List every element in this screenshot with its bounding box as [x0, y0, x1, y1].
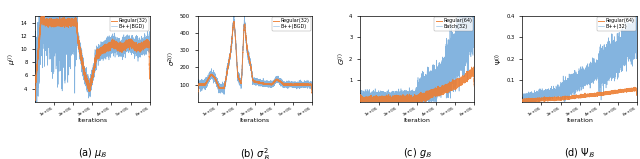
- Regular(64): [631, 86, 639, 88]
- Regular(64): [362, 100, 370, 102]
- B++(BGD): [236, 79, 243, 81]
- Regular(64): [518, 100, 526, 102]
- B++(BGD): [200, 85, 207, 87]
- B++(32): [604, 67, 611, 69]
- Regular(64): [429, 90, 436, 92]
- B++(32): [633, 27, 640, 29]
- B++(BGD): [285, 82, 292, 84]
- Regular(32): [122, 43, 130, 45]
- Line: Regular(64): Regular(64): [360, 67, 474, 102]
- Text: (a) $\mu_{\mathcal{B}}$: (a) $\mu_{\mathcal{B}}$: [77, 146, 108, 159]
- B++(BGD): [31, 91, 39, 93]
- Text: (d) $\Psi_{\mathcal{B}}$: (d) $\Psi_{\mathcal{B}}$: [564, 146, 595, 159]
- Regular(32): [278, 83, 286, 84]
- Regular(32): [194, 93, 202, 94]
- Regular(64): [441, 88, 449, 90]
- Regular(32): [116, 48, 124, 50]
- Text: (c) $g_{\mathcal{B}}$: (c) $g_{\mathcal{B}}$: [403, 146, 432, 159]
- X-axis label: Iteration: Iteration: [404, 118, 431, 123]
- Batch(32): [441, 61, 449, 63]
- Regular(32): [146, 78, 154, 80]
- Regular(64): [356, 101, 364, 103]
- Batch(32): [429, 89, 436, 91]
- B++(BGD): [230, 14, 237, 16]
- Legend: Regular(64), B++(32): Regular(64), B++(32): [596, 17, 636, 31]
- Regular(32): [230, 21, 237, 22]
- Regular(64): [424, 93, 431, 95]
- Regular(32): [200, 84, 207, 86]
- Regular(32): [285, 84, 292, 86]
- X-axis label: Iterations: Iterations: [240, 118, 270, 123]
- Regular(64): [524, 100, 532, 101]
- Regular(32): [37, 20, 45, 22]
- Y-axis label: $\mu^{(l)}$: $\mu^{(l)}$: [7, 53, 19, 65]
- Line: Regular(32): Regular(32): [35, 15, 150, 100]
- B++(BGD): [73, 43, 81, 45]
- Regular(32): [104, 49, 112, 51]
- Regular(32): [73, 20, 81, 22]
- B++(BGD): [99, 48, 107, 50]
- Regular(32): [99, 48, 107, 50]
- Line: B++(BGD): B++(BGD): [35, 0, 150, 122]
- Batch(32): [447, 37, 455, 39]
- B++(BGD): [116, 47, 124, 49]
- B++(32): [524, 98, 532, 100]
- Batch(32): [470, 14, 478, 16]
- Batch(32): [397, 93, 405, 94]
- B++(32): [518, 101, 526, 103]
- Regular(64): [397, 101, 405, 103]
- Batch(32): [356, 101, 364, 103]
- Text: (b) $\sigma^{2}_{\mathcal{B}}$: (b) $\sigma^{2}_{\mathcal{B}}$: [240, 146, 269, 159]
- B++(BGD): [266, 85, 274, 87]
- Regular(64): [633, 94, 640, 96]
- Line: B++(BGD): B++(BGD): [198, 15, 312, 94]
- X-axis label: Iteration: Iteration: [566, 118, 593, 123]
- Regular(32): [235, 78, 243, 80]
- B++(BGD): [262, 83, 269, 85]
- Line: Regular(32): Regular(32): [198, 21, 312, 93]
- Batch(32): [362, 101, 370, 103]
- B++(BGD): [146, 41, 154, 43]
- Regular(64): [470, 66, 478, 68]
- B++(32): [560, 95, 568, 97]
- B++(BGD): [308, 83, 316, 85]
- B++(32): [586, 87, 594, 89]
- Regular(64): [586, 94, 594, 96]
- B++(BGD): [278, 82, 286, 84]
- Line: Batch(32): Batch(32): [360, 0, 474, 102]
- Y-axis label: $\Psi^{(l)}$: $\Psi^{(l)}$: [493, 53, 505, 65]
- Legend: Regular(32), B++(BGD): Regular(32), B++(BGD): [109, 17, 148, 31]
- B++(BGD): [32, 121, 40, 123]
- Regular(64): [560, 97, 568, 99]
- Regular(64): [609, 90, 617, 92]
- Regular(64): [447, 86, 455, 88]
- Regular(64): [604, 92, 611, 94]
- Y-axis label: $\sigma^{2(l)}$: $\sigma^{2(l)}$: [167, 52, 179, 66]
- B++(32): [632, 15, 640, 17]
- B++(BGD): [104, 35, 112, 37]
- B++(32): [591, 66, 599, 68]
- B++(BGD): [220, 93, 228, 95]
- Regular(32): [31, 99, 39, 101]
- B++(BGD): [194, 85, 202, 87]
- Regular(32): [308, 92, 316, 94]
- Regular(32): [266, 83, 274, 85]
- Regular(32): [40, 14, 47, 16]
- Line: B++(32): B++(32): [522, 16, 637, 102]
- Batch(32): [356, 98, 364, 100]
- Legend: Regular(32), B++(BGD): Regular(32), B++(BGD): [272, 17, 311, 31]
- Line: Regular(64): Regular(64): [522, 87, 637, 102]
- Regular(32): [262, 83, 269, 84]
- Regular(64): [356, 100, 364, 102]
- Regular(64): [518, 101, 526, 103]
- B++(BGD): [122, 40, 130, 42]
- Y-axis label: $G^{(l)}$: $G^{(l)}$: [336, 52, 348, 65]
- X-axis label: Iterations: Iterations: [77, 118, 108, 123]
- Regular(64): [470, 83, 478, 85]
- Regular(64): [591, 93, 599, 95]
- Batch(32): [424, 87, 431, 89]
- Legend: Regular(64), Batch(32): Regular(64), Batch(32): [435, 17, 474, 31]
- B++(32): [609, 49, 617, 51]
- Regular(32): [31, 98, 39, 100]
